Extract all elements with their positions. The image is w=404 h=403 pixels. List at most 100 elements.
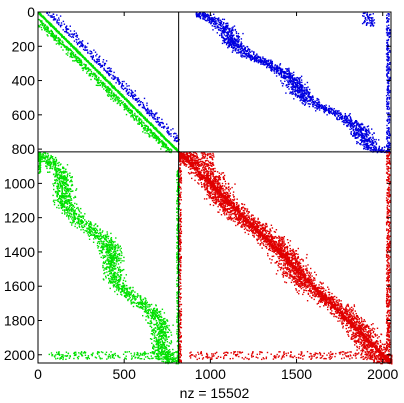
nonzero-marker bbox=[388, 137, 390, 139]
nonzero-marker bbox=[249, 48, 251, 51]
nonzero-marker bbox=[98, 79, 100, 81]
nonzero-marker bbox=[223, 18, 226, 21]
nonzero-marker bbox=[289, 76, 291, 78]
nonzero-marker bbox=[117, 98, 120, 100]
nonzero-marker bbox=[352, 122, 354, 124]
nonzero-marker bbox=[229, 36, 231, 38]
nonzero-marker bbox=[388, 108, 390, 111]
nonzero-marker bbox=[309, 91, 311, 94]
nonzero-marker bbox=[150, 123, 152, 125]
nonzero-marker bbox=[154, 133, 156, 135]
nonzero-marker bbox=[388, 33, 391, 35]
nonzero-marker bbox=[387, 57, 389, 59]
nonzero-marker bbox=[145, 109, 147, 112]
nonzero-marker bbox=[334, 113, 337, 115]
nonzero-marker bbox=[262, 56, 264, 58]
nonzero-marker bbox=[373, 147, 376, 149]
nonzero-marker bbox=[138, 117, 140, 119]
nonzero-marker bbox=[339, 117, 341, 119]
nonzero-marker bbox=[387, 145, 390, 147]
nonzero-marker bbox=[161, 143, 164, 145]
nonzero-marker bbox=[153, 114, 155, 117]
nonzero-marker bbox=[66, 40, 68, 42]
nonzero-marker bbox=[222, 27, 224, 29]
nonzero-marker bbox=[137, 100, 139, 103]
nonzero-marker bbox=[233, 37, 235, 39]
nonzero-marker bbox=[64, 45, 66, 47]
nonzero-marker bbox=[359, 143, 361, 145]
nonzero-marker bbox=[72, 36, 75, 39]
nonzero-marker bbox=[364, 128, 367, 130]
nonzero-marker bbox=[150, 129, 153, 131]
nonzero-marker bbox=[147, 304, 149, 306]
nonzero-marker bbox=[204, 14, 206, 16]
nonzero-marker bbox=[72, 35, 74, 37]
nonzero-marker bbox=[263, 63, 265, 66]
nonzero-marker bbox=[279, 63, 282, 65]
nonzero-marker bbox=[387, 55, 389, 58]
nonzero-marker bbox=[166, 123, 168, 125]
nonzero-marker bbox=[237, 32, 240, 35]
nonzero-marker bbox=[56, 175, 58, 177]
nonzero-marker bbox=[230, 41, 232, 43]
nonzero-marker bbox=[175, 136, 177, 138]
nonzero-marker bbox=[220, 25, 222, 27]
nonzero-marker bbox=[274, 68, 276, 71]
nonzero-marker bbox=[78, 41, 80, 44]
nonzero-marker bbox=[388, 85, 390, 87]
nonzero-marker bbox=[112, 95, 115, 97]
nonzero-marker bbox=[257, 56, 260, 58]
nonzero-marker bbox=[262, 63, 264, 65]
nonzero-marker bbox=[359, 133, 361, 136]
nonzero-marker bbox=[94, 78, 96, 80]
nonzero-marker bbox=[164, 145, 167, 147]
nonzero-marker bbox=[153, 134, 156, 137]
nonzero-marker bbox=[114, 97, 117, 99]
nonzero-marker bbox=[119, 103, 121, 105]
nonzero-marker bbox=[386, 130, 388, 133]
nonzero-marker bbox=[294, 78, 296, 81]
nonzero-marker bbox=[106, 90, 108, 92]
nonzero-marker bbox=[240, 45, 242, 47]
nonzero-marker bbox=[111, 77, 113, 79]
nonzero-marker bbox=[61, 201, 63, 203]
nonzero-marker bbox=[207, 19, 209, 21]
nonzero-marker bbox=[231, 39, 234, 42]
nonzero-marker bbox=[259, 57, 262, 60]
nonzero-marker bbox=[225, 38, 227, 41]
nonzero-marker bbox=[90, 55, 93, 58]
nonzero-marker bbox=[106, 250, 108, 252]
nonzero-marker bbox=[369, 146, 371, 149]
nonzero-marker bbox=[115, 77, 117, 79]
nonzero-marker bbox=[129, 288, 131, 290]
nonzero-marker bbox=[214, 25, 216, 27]
nonzero-marker bbox=[293, 81, 296, 83]
nonzero-marker bbox=[330, 109, 332, 111]
nonzero-marker bbox=[115, 283, 117, 285]
nonzero-marker bbox=[82, 68, 85, 70]
nonzero-marker bbox=[386, 127, 388, 129]
nonzero-marker bbox=[90, 50, 93, 53]
nonzero-marker bbox=[111, 248, 114, 250]
nonzero-marker bbox=[253, 58, 255, 60]
nonzero-marker bbox=[127, 110, 129, 113]
nonzero-marker bbox=[386, 65, 389, 67]
nonzero-marker bbox=[256, 60, 258, 62]
nonzero-marker bbox=[113, 86, 115, 88]
nonzero-marker bbox=[136, 120, 138, 122]
nonzero-marker bbox=[387, 72, 389, 74]
nonzero-marker bbox=[231, 46, 233, 48]
nonzero-marker bbox=[134, 108, 137, 111]
nonzero-marker bbox=[300, 97, 302, 99]
nonzero-marker bbox=[110, 83, 112, 86]
nonzero-marker bbox=[304, 104, 306, 106]
nonzero-marker bbox=[43, 27, 45, 29]
nonzero-marker bbox=[357, 122, 359, 124]
nonzero-marker bbox=[388, 98, 390, 100]
nonzero-marker bbox=[341, 120, 343, 123]
nonzero-marker bbox=[306, 97, 308, 99]
nonzero-marker bbox=[110, 275, 112, 278]
nonzero-marker bbox=[347, 119, 350, 121]
nonzero-marker bbox=[389, 142, 391, 145]
nonzero-marker bbox=[160, 133, 162, 135]
